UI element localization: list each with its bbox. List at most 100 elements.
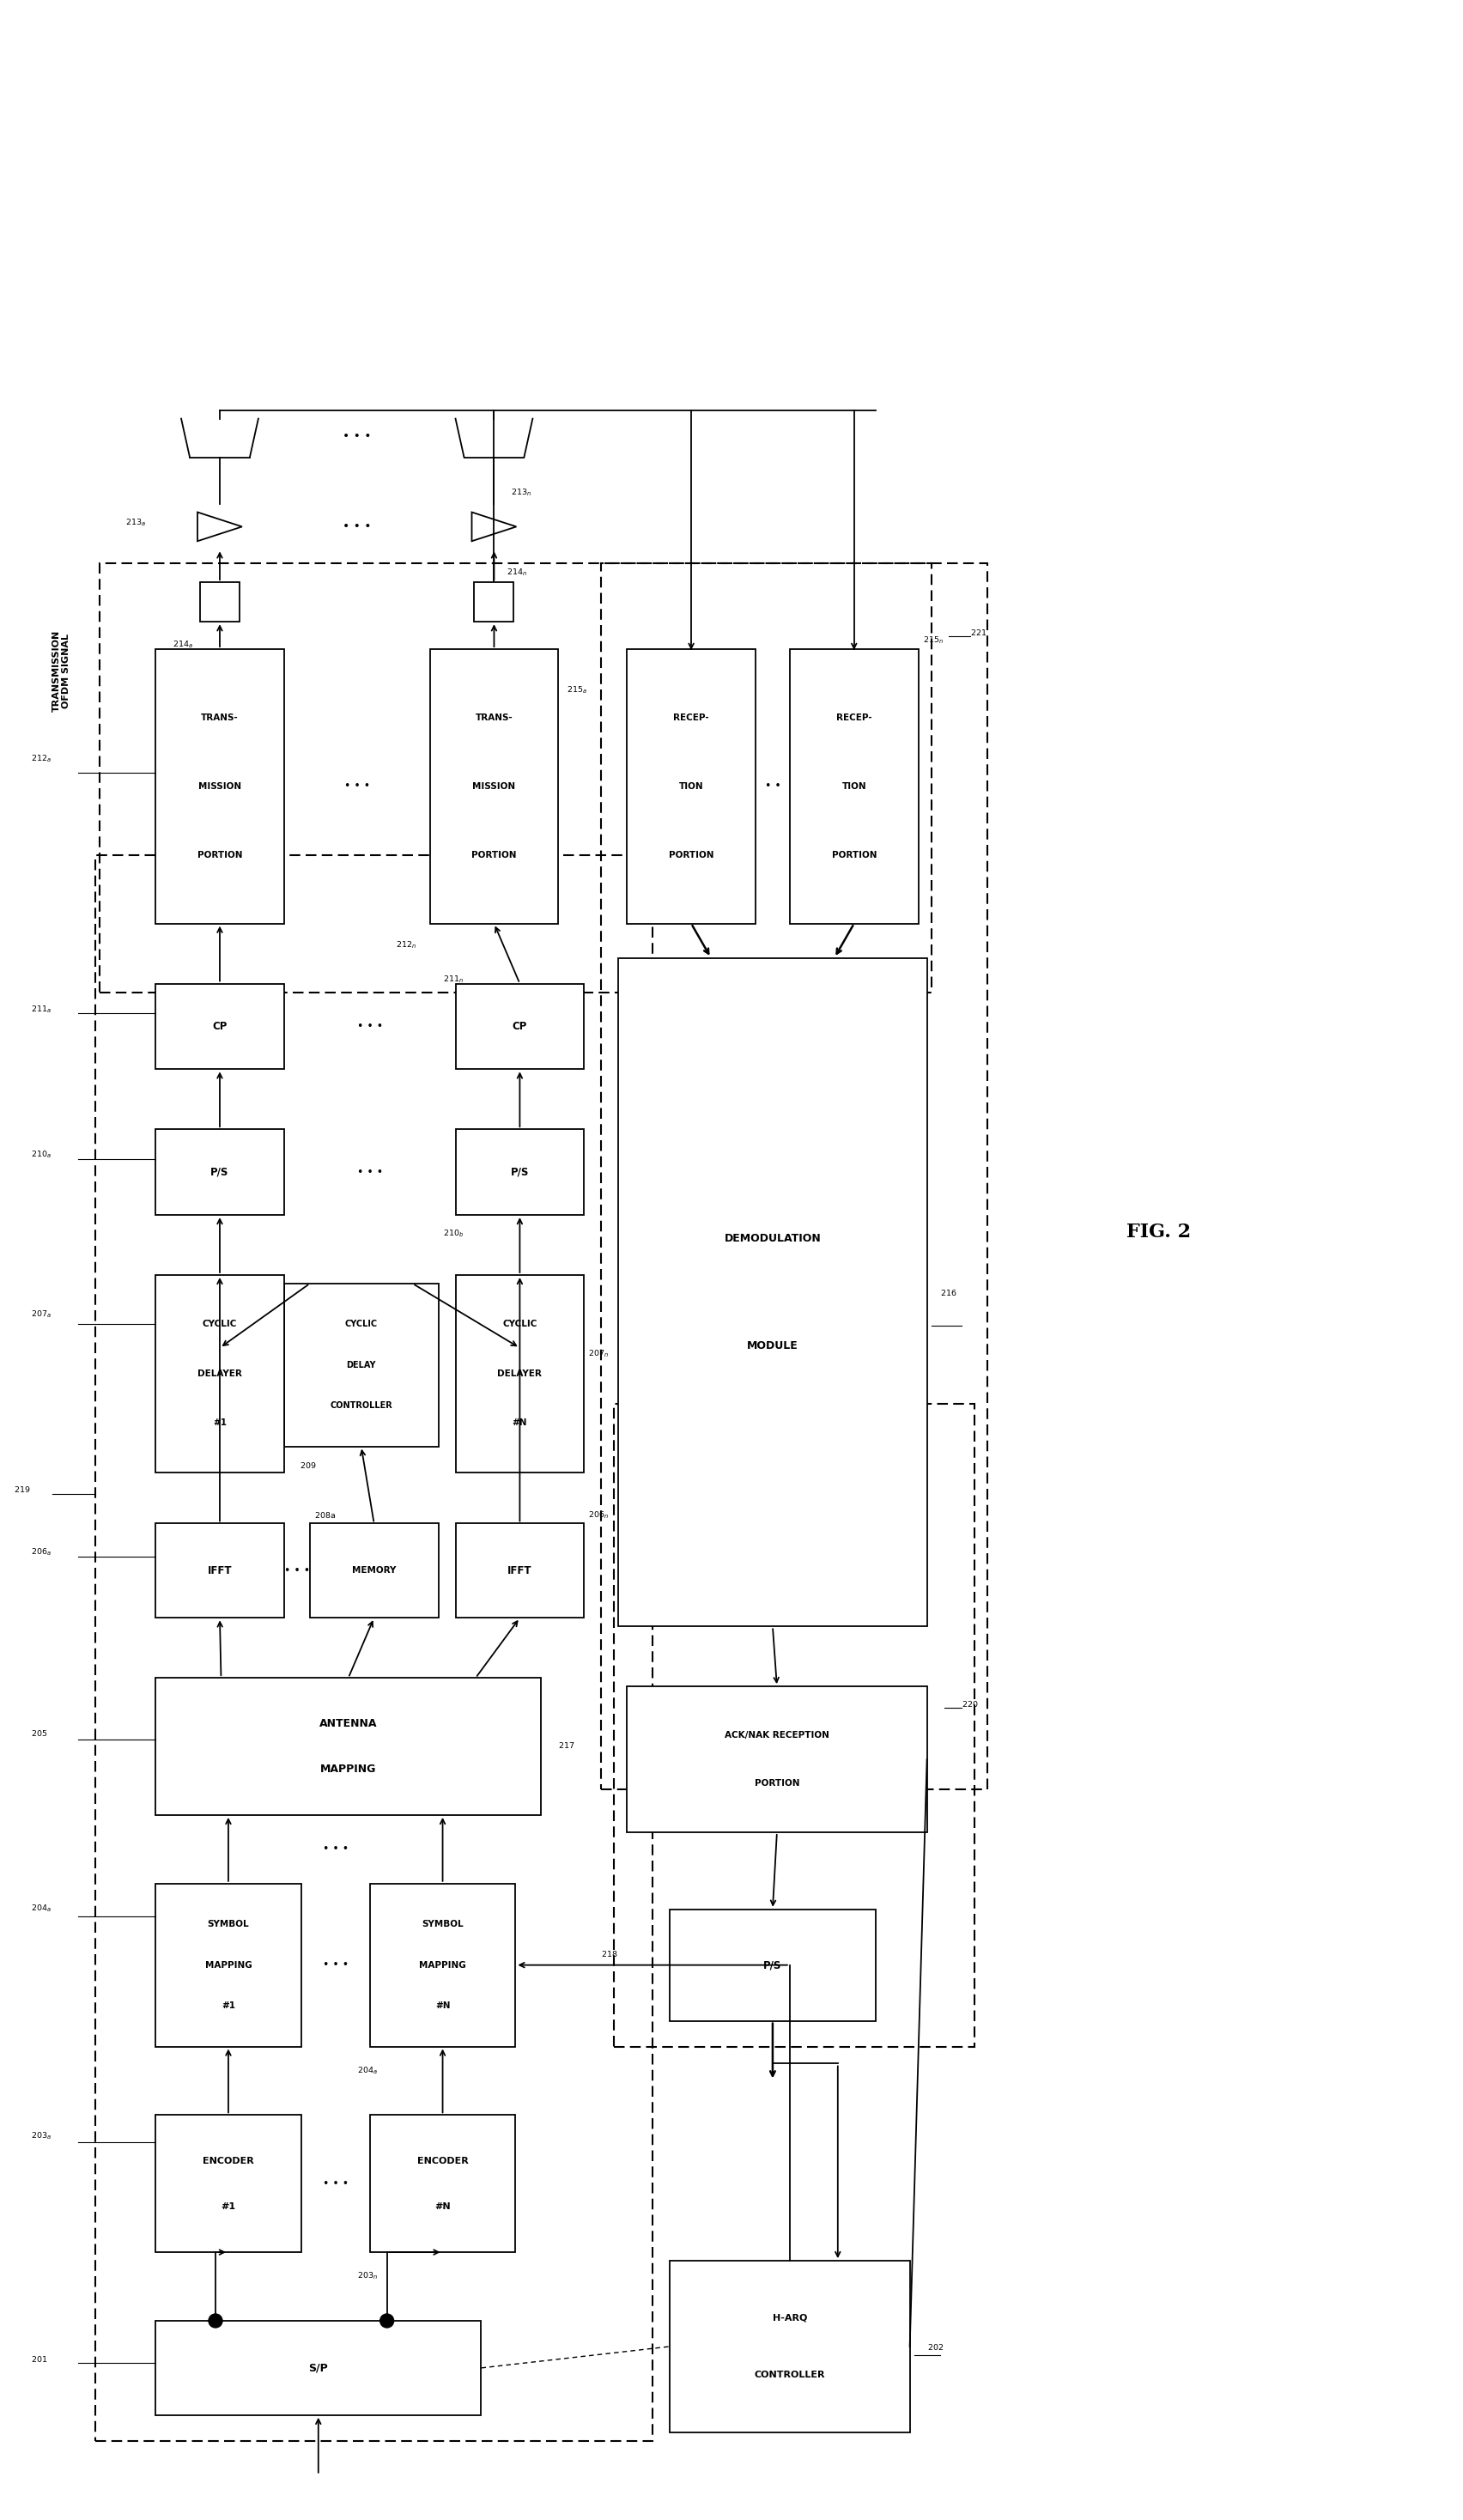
Text: ACK/NAK RECEPTION: ACK/NAK RECEPTION [724, 1731, 830, 1739]
Text: ANTENNA: ANTENNA [319, 1719, 377, 1729]
Text: CP: CP [212, 1021, 227, 1033]
Text: ENCODER: ENCODER [203, 2157, 255, 2165]
Text: $\mathregular{210}_{a}$: $\mathregular{210}_{a}$ [31, 1149, 51, 1159]
Text: PORTION: PORTION [755, 1779, 799, 1787]
Text: $\mathregular{210}_{b}$: $\mathregular{210}_{b}$ [443, 1227, 464, 1240]
Text: • • •: • • • [357, 1167, 383, 1177]
Text: $\mathregular{211}_{n}$: $\mathregular{211}_{n}$ [443, 973, 464, 985]
Bar [601, 564, 988, 1789]
Text: • • •: • • • [357, 1021, 383, 1033]
Text: IFFT: IFFT [208, 1565, 233, 1578]
Text: TION: TION [841, 781, 866, 791]
Bar [155, 1678, 541, 1814]
Text: MODULE: MODULE [748, 1341, 799, 1351]
Text: $\mathregular{212}_{a}$: $\mathregular{212}_{a}$ [31, 753, 51, 764]
Text: DELAYER: DELAYER [198, 1368, 241, 1378]
Text: $\mathregular{214}_{a}$: $\mathregular{214}_{a}$ [173, 640, 193, 650]
Text: $\mathregular{215}_{a}$: $\mathregular{215}_{a}$ [568, 685, 588, 696]
Bar [455, 983, 584, 1068]
Bar [155, 1275, 284, 1472]
Text: P/S: P/S [211, 1167, 228, 1177]
Text: ENCODER: ENCODER [417, 2157, 468, 2165]
Text: $\mathregular{217}_{}$: $\mathregular{217}_{}$ [559, 1741, 575, 1749]
Text: $\mathregular{215}_{n}$: $\mathregular{215}_{n}$ [923, 635, 944, 645]
Bar [628, 1686, 928, 1832]
Text: MISSION: MISSION [473, 781, 515, 791]
Bar [155, 1882, 301, 2046]
Text: #N: #N [435, 2001, 451, 2011]
Text: MAPPING: MAPPING [205, 1961, 252, 1968]
Text: $\mathregular{203}_{a}$: $\mathregular{203}_{a}$ [31, 2129, 51, 2142]
Text: $\mathregular{213}_{a}$: $\mathregular{213}_{a}$ [126, 517, 146, 527]
Bar [99, 564, 932, 993]
Bar [200, 582, 240, 622]
Text: RECEP-: RECEP- [673, 713, 710, 723]
Bar [790, 650, 919, 922]
Bar [670, 2260, 910, 2432]
Text: $\mathregular{209}_{}$: $\mathregular{209}_{}$ [300, 1462, 316, 1469]
Text: $\mathregular{204}_{a}$: $\mathregular{204}_{a}$ [357, 2064, 377, 2076]
Text: TRANS-: TRANS- [475, 713, 514, 723]
Bar [619, 958, 928, 1625]
Text: FIG. 2: FIG. 2 [1127, 1222, 1191, 1242]
Text: • •: • • [765, 781, 781, 791]
Text: $\mathregular{206}_{a}$: $\mathregular{206}_{a}$ [31, 1547, 51, 1557]
Bar [670, 1910, 875, 2021]
Text: PORTION: PORTION [198, 852, 243, 859]
Text: RECEP-: RECEP- [837, 713, 872, 723]
Text: $\mathregular{214}_{n}$: $\mathregular{214}_{n}$ [506, 567, 528, 577]
Text: CP: CP [512, 1021, 527, 1033]
Text: $\mathregular{206}_{n}$: $\mathregular{206}_{n}$ [588, 1509, 609, 1520]
Bar [430, 650, 559, 922]
Text: P/S: P/S [511, 1167, 530, 1177]
Text: TION: TION [679, 781, 704, 791]
Text: PORTION: PORTION [831, 852, 876, 859]
Bar [155, 1129, 284, 1215]
Text: P/S: P/S [764, 1961, 781, 1971]
Text: $\mathregular{220}_{}$: $\mathregular{220}_{}$ [961, 1698, 977, 1709]
Text: CYCLIC: CYCLIC [502, 1320, 537, 1328]
Text: CYCLIC: CYCLIC [202, 1320, 237, 1328]
Text: • • •: • • • [322, 1845, 348, 1855]
Text: DELAY: DELAY [347, 1361, 376, 1368]
Text: MAPPING: MAPPING [418, 1961, 467, 1968]
Text: $\mathregular{212}_{n}$: $\mathregular{212}_{n}$ [395, 940, 415, 950]
Text: • • •: • • • [284, 1565, 310, 1578]
Bar [95, 854, 652, 2442]
Text: $\mathregular{205}_{}$: $\mathregular{205}_{}$ [31, 1729, 48, 1736]
Circle shape [380, 2313, 394, 2328]
Bar [370, 1882, 515, 2046]
Text: • • •: • • • [322, 1961, 348, 1971]
Bar [455, 1275, 584, 1472]
Text: S/P: S/P [309, 2361, 328, 2374]
Text: MISSION: MISSION [199, 781, 241, 791]
Text: PORTION: PORTION [471, 852, 516, 859]
Text: SYMBOL: SYMBOL [421, 1920, 464, 1928]
Text: • • •: • • • [342, 431, 372, 441]
Text: TRANS-: TRANS- [200, 713, 238, 723]
Text: $\mathregular{218}_{}$: $\mathregular{218}_{}$ [601, 1950, 617, 1958]
Bar [155, 983, 284, 1068]
Text: • • •: • • • [322, 2177, 348, 2190]
Text: $\mathregular{213}_{n}$: $\mathregular{213}_{n}$ [511, 486, 531, 499]
Text: $\mathregular{204}_{a}$: $\mathregular{204}_{a}$ [31, 1903, 51, 1913]
Text: SYMBOL: SYMBOL [208, 1920, 249, 1928]
Bar [284, 1283, 439, 1446]
Text: $\mathregular{202}_{}$: $\mathregular{202}_{}$ [928, 2344, 944, 2351]
Text: DEMODULATION: DEMODULATION [724, 1232, 821, 1245]
Text: MEMORY: MEMORY [353, 1567, 396, 1575]
Bar [310, 1525, 439, 1618]
Text: IFFT: IFFT [508, 1565, 533, 1578]
Bar [474, 582, 514, 622]
Text: #N: #N [435, 2202, 451, 2210]
Text: PORTION: PORTION [669, 852, 714, 859]
Text: MAPPING: MAPPING [320, 1764, 376, 1774]
Text: $\mathregular{201}_{}$: $\mathregular{201}_{}$ [31, 2354, 48, 2364]
Text: DELAYER: DELAYER [497, 1368, 543, 1378]
Text: $\mathregular{219}_{}$: $\mathregular{219}_{}$ [15, 1484, 31, 1494]
Text: $\mathregular{203}_{n}$: $\mathregular{203}_{n}$ [357, 2271, 377, 2281]
Bar [455, 1129, 584, 1215]
Bar [155, 650, 284, 922]
Text: #1: #1 [214, 1419, 227, 1426]
Bar [455, 1525, 584, 1618]
